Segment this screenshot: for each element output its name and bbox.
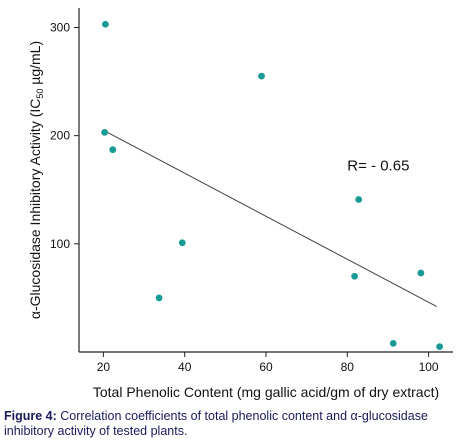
x-tick-label: 20 [97, 360, 111, 374]
caption-label: Figure 4: [4, 409, 57, 423]
data-point [389, 339, 397, 347]
x-tick-label: 40 [178, 360, 192, 374]
x-tick-label: 60 [259, 360, 273, 374]
x-axis-label: Total Phenolic Content (mg gallic acid/g… [93, 384, 439, 400]
figure-caption: Figure 4: Correlation coefficients of to… [4, 409, 462, 439]
data-point [102, 20, 109, 28]
data-point [436, 343, 443, 350]
axes [78, 8, 453, 353]
data-points [101, 20, 443, 350]
data-point [178, 239, 186, 247]
data-point [109, 146, 117, 154]
data-point [417, 269, 425, 277]
trend-line [103, 129, 437, 308]
data-point [258, 72, 265, 80]
y-axis-label: α-Glucosidase Inhibitory Activity (IC50 … [27, 41, 45, 319]
data-point [155, 294, 163, 302]
data-point [351, 272, 359, 280]
caption-text: Correlation coefficients of total phenol… [4, 409, 428, 438]
y-tick-label: 100 [50, 237, 70, 251]
x-ticks: 20 40 60 80 100 [97, 352, 439, 374]
data-point [355, 196, 363, 203]
scatter-chart: 20 40 60 80 100 100 200 300 R= - 0.65 Total Ph… [27, 8, 453, 400]
y-axis-label-main: α-Glucosidase Inhibitory Activity (IC [27, 99, 43, 320]
y-axis-label-subscript: 50 [35, 89, 45, 99]
y-tick-label: 200 [50, 129, 70, 143]
y-ticks: 100 200 300 [50, 20, 79, 251]
x-tick-label: 100 [419, 360, 439, 374]
x-tick-label: 80 [341, 360, 355, 374]
y-axis-label-unit: µg/mL) [27, 41, 43, 89]
data-point [101, 129, 109, 136]
y-tick-label: 300 [50, 20, 70, 34]
correlation-annotation: R= - 0.65 [347, 157, 409, 174]
